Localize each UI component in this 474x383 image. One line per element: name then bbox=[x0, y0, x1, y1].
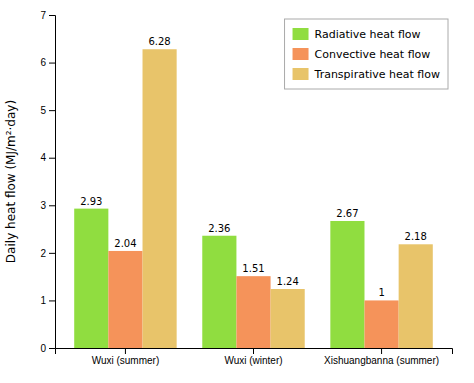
y-tick-label: 5 bbox=[40, 105, 46, 116]
y-tick-label: 7 bbox=[40, 10, 46, 21]
legend-label: Transpirative heat flow bbox=[314, 68, 440, 81]
legend-item: Transpirative heat flow bbox=[293, 68, 440, 81]
x-tick-label: Xishuangbanna (summer) bbox=[324, 355, 439, 366]
x-axis-line bbox=[56, 349, 453, 355]
y-tick-mark bbox=[49, 158, 55, 159]
bar bbox=[108, 251, 142, 348]
y-tick: 1 bbox=[40, 295, 55, 306]
data-label: 2.18 bbox=[405, 231, 427, 242]
data-label: 6.28 bbox=[148, 36, 170, 47]
y-tick-label: 1 bbox=[40, 295, 46, 306]
bar bbox=[236, 276, 270, 348]
x-tick: Wuxi (summer) bbox=[92, 348, 160, 366]
data-label: 2.93 bbox=[80, 196, 102, 207]
bar bbox=[202, 236, 236, 348]
y-axis-title: Daily heat flow (MJ/m²·day) bbox=[4, 100, 18, 263]
legend-frame bbox=[285, 19, 448, 89]
x-tick: Xishuangbanna (summer) bbox=[324, 348, 439, 366]
x-axis: Wuxi (summer) Wuxi (winter) Xishuangbanna … bbox=[56, 348, 453, 366]
data-label: 2.67 bbox=[336, 208, 358, 219]
legend-swatch bbox=[293, 28, 309, 40]
legend-item: Convective heat flow bbox=[293, 48, 431, 61]
y-tick-mark bbox=[49, 15, 55, 16]
y-tick-mark bbox=[49, 253, 55, 254]
plot: 0 1 2 3 4 5 6 7 Wuxi (summer) Wuxi (winter) Xishua… bbox=[40, 10, 452, 366]
y-tick-mark bbox=[49, 348, 55, 349]
y-axis: 0 1 2 3 4 5 6 7 bbox=[40, 10, 55, 354]
y-tick: 2 bbox=[40, 248, 55, 259]
y-axis-line bbox=[49, 16, 56, 349]
chart: 0 1 2 3 4 5 6 7 Wuxi (summer) Wuxi (winter) Xishua… bbox=[0, 0, 474, 383]
y-tick: 5 bbox=[40, 105, 55, 116]
legend-label: Radiative heat flow bbox=[315, 28, 421, 41]
x-tick-mark bbox=[381, 348, 382, 354]
y-tick-mark bbox=[49, 110, 55, 111]
bar bbox=[399, 244, 433, 348]
legend: Radiative heat flow Convective heat flow T… bbox=[285, 19, 448, 89]
series bbox=[74, 209, 364, 348]
legend-swatch bbox=[293, 48, 309, 60]
y-tick: 4 bbox=[40, 152, 55, 163]
data-label: 1.51 bbox=[242, 263, 264, 274]
y-tick-label: 6 bbox=[40, 57, 46, 68]
legend-label: Convective heat flow bbox=[315, 48, 431, 61]
y-tick-mark bbox=[49, 205, 55, 206]
x-tick: Wuxi (winter) bbox=[224, 348, 282, 366]
data-label: 1 bbox=[378, 287, 384, 298]
legend-item: Radiative heat flow bbox=[293, 28, 421, 41]
bar bbox=[271, 289, 305, 348]
y-tick-mark bbox=[49, 300, 55, 301]
x-tick-mark bbox=[125, 348, 126, 354]
y-tick: 6 bbox=[40, 57, 55, 68]
bars bbox=[74, 49, 433, 348]
y-tick-label: 3 bbox=[40, 200, 46, 211]
data-label: 2.04 bbox=[114, 238, 136, 249]
y-tick-mark bbox=[49, 63, 55, 64]
y-tick: 7 bbox=[40, 10, 55, 21]
y-tick-label: 0 bbox=[40, 343, 46, 354]
y-tick-label: 4 bbox=[40, 152, 46, 163]
x-tick-label: Wuxi (summer) bbox=[92, 355, 160, 366]
y-tick: 3 bbox=[40, 200, 55, 211]
y-tick-label: 2 bbox=[40, 248, 46, 259]
data-label: 2.36 bbox=[208, 223, 230, 234]
bar bbox=[330, 221, 364, 348]
x-tick-label: Wuxi (winter) bbox=[224, 355, 282, 366]
legend-swatch bbox=[293, 68, 309, 80]
bar bbox=[143, 49, 177, 348]
data-label: 1.24 bbox=[277, 276, 299, 287]
y-tick: 0 bbox=[40, 343, 55, 354]
bar bbox=[364, 300, 398, 348]
series bbox=[143, 49, 433, 348]
bar bbox=[74, 209, 108, 348]
x-tick-mark bbox=[253, 348, 254, 354]
